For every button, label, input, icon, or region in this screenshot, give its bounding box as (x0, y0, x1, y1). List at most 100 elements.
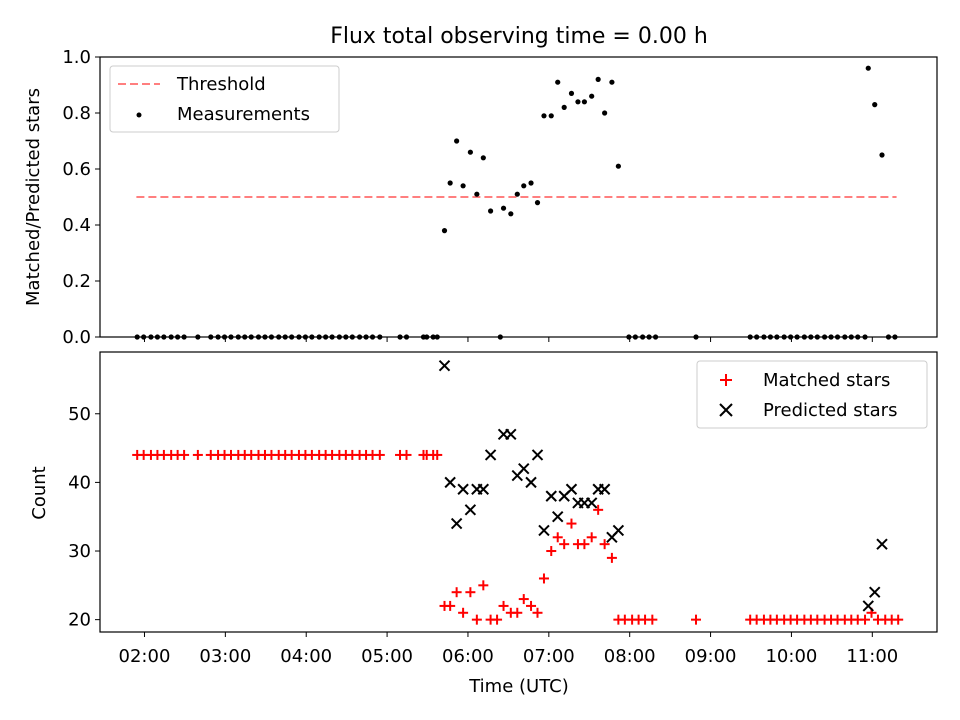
matched-star-point (546, 546, 557, 557)
matched-star-point (465, 587, 476, 598)
x-stroke (869, 586, 881, 598)
x-stroke (552, 510, 564, 523)
top-y-tick-label: 0.2 (62, 271, 91, 292)
x-stroke (525, 476, 537, 489)
measurement-point (434, 334, 440, 340)
matched-star-point (498, 600, 509, 611)
measurement-point (343, 334, 349, 340)
predicted-star-point (505, 428, 517, 441)
matched-star-point (401, 449, 412, 460)
x-stroke (876, 538, 888, 550)
x-stroke (612, 524, 625, 537)
measurement-point (289, 334, 295, 340)
x-tick-label: 10:00 (765, 646, 817, 667)
measurement-point (693, 334, 699, 340)
measurement-point (801, 334, 807, 340)
measurement-point (872, 102, 878, 108)
measurement-point (615, 163, 621, 169)
measurement-point (161, 334, 167, 340)
measurement-point (336, 334, 342, 340)
predicted-star-point (438, 360, 451, 372)
x-stroke (585, 497, 598, 509)
x-tick-label: 08:00 (604, 646, 656, 667)
x-stroke (598, 483, 611, 495)
matched-star-point (593, 504, 604, 515)
predicted-star-point (585, 497, 598, 509)
top-y-tick-label: 0.6 (62, 159, 91, 180)
measurement-point (534, 200, 541, 206)
measurement-point (329, 334, 335, 340)
matched-star-point (606, 552, 617, 563)
measurement-point (754, 334, 760, 340)
measurement-point (134, 334, 140, 340)
measurement-point (316, 334, 322, 340)
x-stroke (505, 428, 517, 441)
measurement-point (148, 334, 154, 340)
x-stroke (450, 517, 463, 530)
measurement-point (609, 79, 615, 85)
predicted-legend-swatch (719, 403, 733, 417)
matched-star-point (432, 449, 443, 460)
measurement-point (575, 99, 581, 105)
measurement-point (885, 334, 892, 340)
predicted-star-point (565, 483, 578, 495)
x-axis-label: Time (UTC) (468, 676, 569, 697)
measurement-point (862, 334, 868, 340)
measurement-point (154, 334, 161, 340)
measurement-point (548, 113, 554, 119)
measurement-point (141, 334, 147, 340)
measurement-point (467, 149, 473, 155)
matched-star-point (471, 614, 482, 625)
x-stroke (565, 483, 578, 495)
predicted-star-point (484, 449, 497, 461)
predicted-star-point (876, 538, 888, 550)
measurement-point (441, 228, 448, 234)
matched-star-point (478, 580, 489, 591)
matched-star-point (458, 607, 469, 618)
matched-star-point (374, 449, 385, 460)
top-y-tick-label: 0.8 (62, 103, 91, 124)
measurement-point (296, 334, 302, 340)
matched-star-point (691, 614, 702, 625)
measurements-legend-label: Measurements (177, 104, 310, 125)
measurement-point (767, 334, 774, 340)
measurement-point (168, 334, 174, 340)
matched-star-point (526, 600, 537, 611)
measurement-point (855, 334, 861, 340)
matched-star-point (566, 518, 577, 529)
matched-star-point (532, 607, 543, 618)
top-y-tick-label: 0.4 (62, 215, 91, 236)
measurement-point (848, 334, 854, 340)
measurement-point (497, 334, 503, 340)
matched-star-point (860, 614, 871, 625)
bottom-plot-area: 02:00 03:00 04:00 05:00 06:00 07:00 08:00 09:00… (68, 351, 938, 667)
measurement-point (181, 334, 187, 340)
x-stroke (438, 360, 451, 372)
top-y-axis-label: Matched/Predicted stars (23, 88, 44, 306)
measurement-point (508, 211, 514, 217)
top-y-tick-label: 1.0 (62, 47, 91, 68)
bottom-axes-frame (99, 351, 938, 633)
measurement-point (589, 93, 595, 99)
measurement-point (248, 334, 254, 340)
measurement-point (228, 334, 234, 340)
measurement-point (349, 334, 355, 340)
x-tick-label: 05:00 (361, 646, 413, 667)
matched-star-point (586, 532, 597, 543)
matched-star-point (518, 594, 529, 605)
measurement-point (377, 334, 383, 340)
measurement-point (602, 110, 608, 116)
measurement-point (794, 334, 800, 340)
measurement-point (424, 334, 430, 340)
measurement-point (626, 334, 632, 340)
measurement-point (474, 191, 480, 197)
measurement-point (397, 334, 403, 340)
x-stroke (484, 449, 497, 461)
measurement-point (460, 183, 466, 189)
predicted-star-point (545, 490, 557, 502)
measurement-point (747, 334, 753, 340)
measurement-point (323, 334, 329, 340)
measurement-point (541, 113, 547, 119)
predicted-star-point (518, 462, 530, 475)
